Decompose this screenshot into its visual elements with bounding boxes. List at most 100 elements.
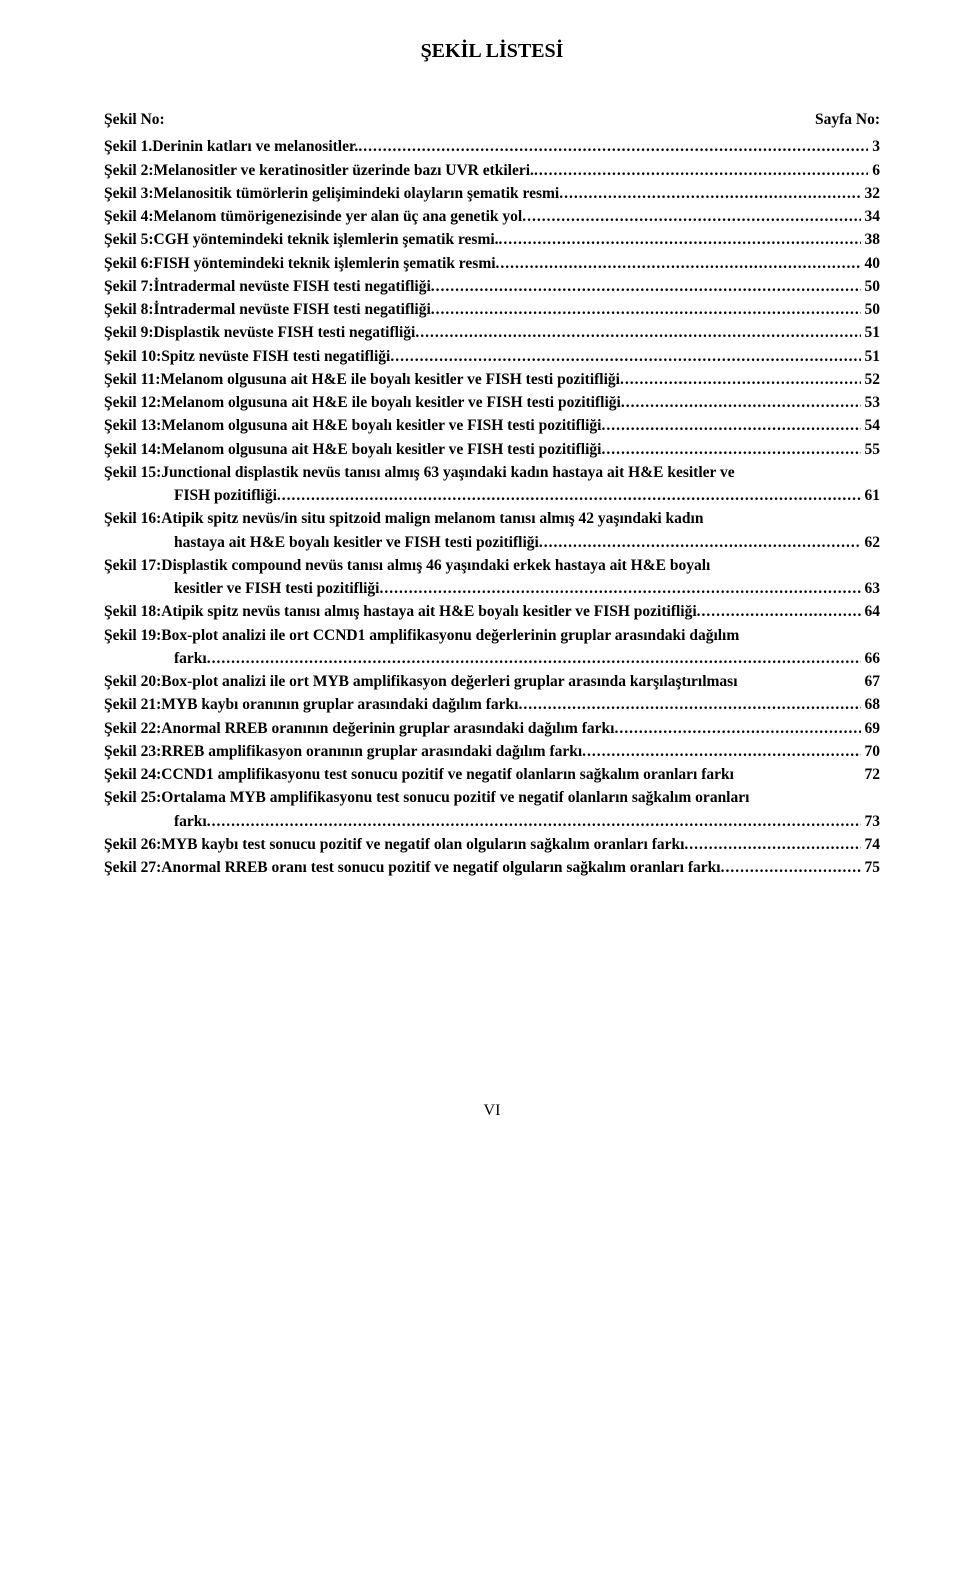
entry-text: Melanom olgusuna ait H&E ile boyalı kesi… bbox=[161, 391, 621, 414]
leader-dots bbox=[582, 740, 860, 763]
entry-page: 53 bbox=[861, 391, 881, 414]
entry-page: 74 bbox=[861, 833, 881, 856]
leader-dots bbox=[380, 577, 861, 600]
entry-page: 75 bbox=[861, 856, 881, 879]
figure-entry: Şekil 17: Displastik compound nevüs tanı… bbox=[104, 554, 880, 601]
leader-dots bbox=[277, 484, 861, 507]
entry-page: 61 bbox=[861, 484, 881, 507]
figure-entry: Şekil 15: Junctional displastik nevüs ta… bbox=[104, 461, 880, 508]
entry-label: Şekil 23: bbox=[104, 740, 161, 763]
entry-text: Junctional displastik nevüs tanısı almış… bbox=[161, 461, 734, 484]
entry-text: CCND1 amplifikasyonu test sonucu pozitif… bbox=[161, 763, 734, 786]
figure-entry: Şekil 8: İntradermal nevüste FISH testi … bbox=[104, 298, 880, 321]
leader-dots bbox=[207, 647, 861, 670]
figure-entry: Şekil 19: Box-plot analizi ile ort CCND1… bbox=[104, 624, 880, 671]
entry-text: Anormal RREB oranı test sonucu pozitif v… bbox=[161, 856, 720, 879]
figure-entry: Şekil 25: Ortalama MYB amplifikasyonu te… bbox=[104, 786, 880, 833]
entry-page: 64 bbox=[861, 600, 881, 623]
figure-entry: Şekil 21: MYB kaybı oranının gruplar ara… bbox=[104, 693, 880, 716]
header-left: Şekil No: bbox=[104, 108, 165, 131]
entry-label: Şekil 14: bbox=[104, 438, 161, 461]
leader-dots bbox=[559, 182, 860, 205]
entry-text: MYB kaybı test sonucu pozitif ve negatif… bbox=[161, 833, 684, 856]
entry-text: Melanositik tümörlerin gelişimindeki ola… bbox=[154, 182, 560, 205]
entry-label: Şekil 7: bbox=[104, 275, 154, 298]
entry-text: Spitz nevüste FISH testi negatifliği bbox=[161, 345, 390, 368]
entry-label: Şekil 15: bbox=[104, 461, 161, 484]
entry-text: Anormal RREB oranının değerinin gruplar … bbox=[161, 717, 614, 740]
entry-text: Derinin katları ve melanositler. bbox=[152, 135, 358, 158]
entry-text: Atipik spitz nevüs/in situ spitzoid mali… bbox=[161, 507, 703, 530]
leader-dots bbox=[431, 275, 861, 298]
entry-label: Şekil 1. bbox=[104, 135, 152, 158]
entry-page: 67 bbox=[861, 670, 881, 693]
leader-dots bbox=[684, 833, 860, 856]
entry-label: Şekil 25: bbox=[104, 786, 161, 809]
entry-text: Melanom tümörigenezisinde yer alan üç an… bbox=[154, 205, 523, 228]
entry-label: Şekil 17: bbox=[104, 554, 161, 577]
entry-page: 69 bbox=[861, 717, 881, 740]
entry-page: 3 bbox=[868, 135, 880, 158]
entry-label: Şekil 26: bbox=[104, 833, 161, 856]
figure-entry: Şekil 26: MYB kaybı test sonucu pozitif … bbox=[104, 833, 880, 856]
figure-entry: Şekil 9: Displastik nevüste FISH testi n… bbox=[104, 321, 880, 344]
entry-text: Atipik spitz nevüs tanısı almış hastaya … bbox=[161, 600, 696, 623]
entry-label: Şekil 13: bbox=[104, 414, 161, 437]
entry-label: Şekil 4: bbox=[104, 205, 154, 228]
leader-dots bbox=[522, 205, 860, 228]
figure-entry: Şekil 13: Melanom olgusuna ait H&E boyal… bbox=[104, 414, 880, 437]
entry-page: 51 bbox=[861, 321, 881, 344]
entry-label: Şekil 3: bbox=[104, 182, 154, 205]
figure-entry: Şekil 22: Anormal RREB oranının değerini… bbox=[104, 717, 880, 740]
figure-entry: Şekil 5: CGH yöntemindeki teknik işlemle… bbox=[104, 228, 880, 251]
leader-dots bbox=[539, 531, 861, 554]
entry-text: CGH yöntemindeki teknik işlemlerin şemat… bbox=[154, 228, 499, 251]
entry-label: Şekil 18: bbox=[104, 600, 161, 623]
entry-page: 51 bbox=[861, 345, 881, 368]
entry-text: Ortalama MYB amplifikasyonu test sonucu … bbox=[161, 786, 749, 809]
figure-entry: Şekil 12: Melanom olgusuna ait H&E ile b… bbox=[104, 391, 880, 414]
entry-page: 38 bbox=[861, 228, 881, 251]
figure-entry: Şekil 7: İntradermal nevüste FISH testi … bbox=[104, 275, 880, 298]
entry-label: Şekil 22: bbox=[104, 717, 161, 740]
entry-label: Şekil 12: bbox=[104, 391, 161, 414]
entry-page: 55 bbox=[861, 438, 881, 461]
entry-text-cont: FISH pozitifliği bbox=[174, 484, 277, 507]
leader-dots bbox=[601, 438, 860, 461]
entry-page: 52 bbox=[861, 368, 881, 391]
leader-dots bbox=[697, 600, 861, 623]
leader-dots bbox=[534, 159, 868, 182]
figure-entry: Şekil 24: CCND1 amplifikasyonu test sonu… bbox=[104, 763, 880, 786]
figure-entry: Şekil 20: Box-plot analizi ile ort MYB a… bbox=[104, 670, 880, 693]
entry-label: Şekil 16: bbox=[104, 507, 161, 530]
leader-dots bbox=[207, 810, 861, 833]
page-title: ŞEKİL LİSTESİ bbox=[104, 36, 880, 66]
page-number-footer: VI bbox=[104, 1099, 880, 1123]
entry-page: 72 bbox=[861, 763, 881, 786]
entry-page: 40 bbox=[861, 252, 881, 275]
entry-label: Şekil 9: bbox=[104, 321, 154, 344]
leader-dots bbox=[390, 345, 860, 368]
figure-entry: Şekil 18: Atipik spitz nevüs tanısı almı… bbox=[104, 600, 880, 623]
leader-dots bbox=[518, 693, 860, 716]
entry-label: Şekil 2: bbox=[104, 159, 154, 182]
entry-label: Şekil 27: bbox=[104, 856, 161, 879]
entry-label: Şekil 6: bbox=[104, 252, 154, 275]
leader-dots bbox=[621, 391, 861, 414]
entry-text-cont: hastaya ait H&E boyalı kesitler ve FISH … bbox=[174, 531, 539, 554]
entry-text-cont: kesitler ve FISH testi pozitifliği bbox=[174, 577, 380, 600]
leader-dots bbox=[721, 856, 861, 879]
leader-dots bbox=[620, 368, 861, 391]
leader-dots bbox=[431, 298, 861, 321]
figure-entry: Şekil 6: FISH yöntemindeki teknik işleml… bbox=[104, 252, 880, 275]
entry-text: Displastik compound nevüs tanısı almış 4… bbox=[161, 554, 710, 577]
entry-label: Şekil 20: bbox=[104, 670, 161, 693]
entry-page: 32 bbox=[861, 182, 881, 205]
header-right: Sayfa No: bbox=[815, 108, 880, 131]
leader-dots bbox=[614, 717, 860, 740]
entry-text: Melanositler ve keratinositler üzerinde … bbox=[154, 159, 534, 182]
figure-entry: Şekil 23: RREB amplifikasyon oranının gr… bbox=[104, 740, 880, 763]
entry-label: Şekil 19: bbox=[104, 624, 161, 647]
figure-entry: Şekil 10: Spitz nevüste FISH testi negat… bbox=[104, 345, 880, 368]
entry-text: FISH yöntemindeki teknik işlemlerin şema… bbox=[154, 252, 496, 275]
